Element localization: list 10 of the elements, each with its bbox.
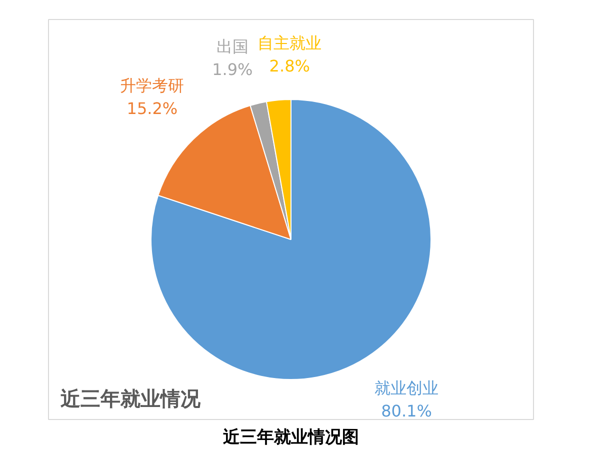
data-label: 80.1% xyxy=(381,402,432,421)
text: 近三年就业情况图 xyxy=(222,428,359,446)
slice-label: 就业创业 xyxy=(374,378,439,398)
data-label: 15.2% xyxy=(126,99,178,118)
slice-label: 出国 xyxy=(216,36,248,56)
data-label: 1.9% xyxy=(212,60,253,79)
text: 近三年就业情况 xyxy=(60,386,202,410)
slice-label: 自主就业 xyxy=(258,33,322,52)
data-label: 2.8% xyxy=(269,56,310,76)
slice-label: 升学考研 xyxy=(120,76,184,96)
